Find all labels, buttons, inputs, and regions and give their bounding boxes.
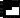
Text: FIG. 1: FIG. 1 [1, 0, 20, 18]
